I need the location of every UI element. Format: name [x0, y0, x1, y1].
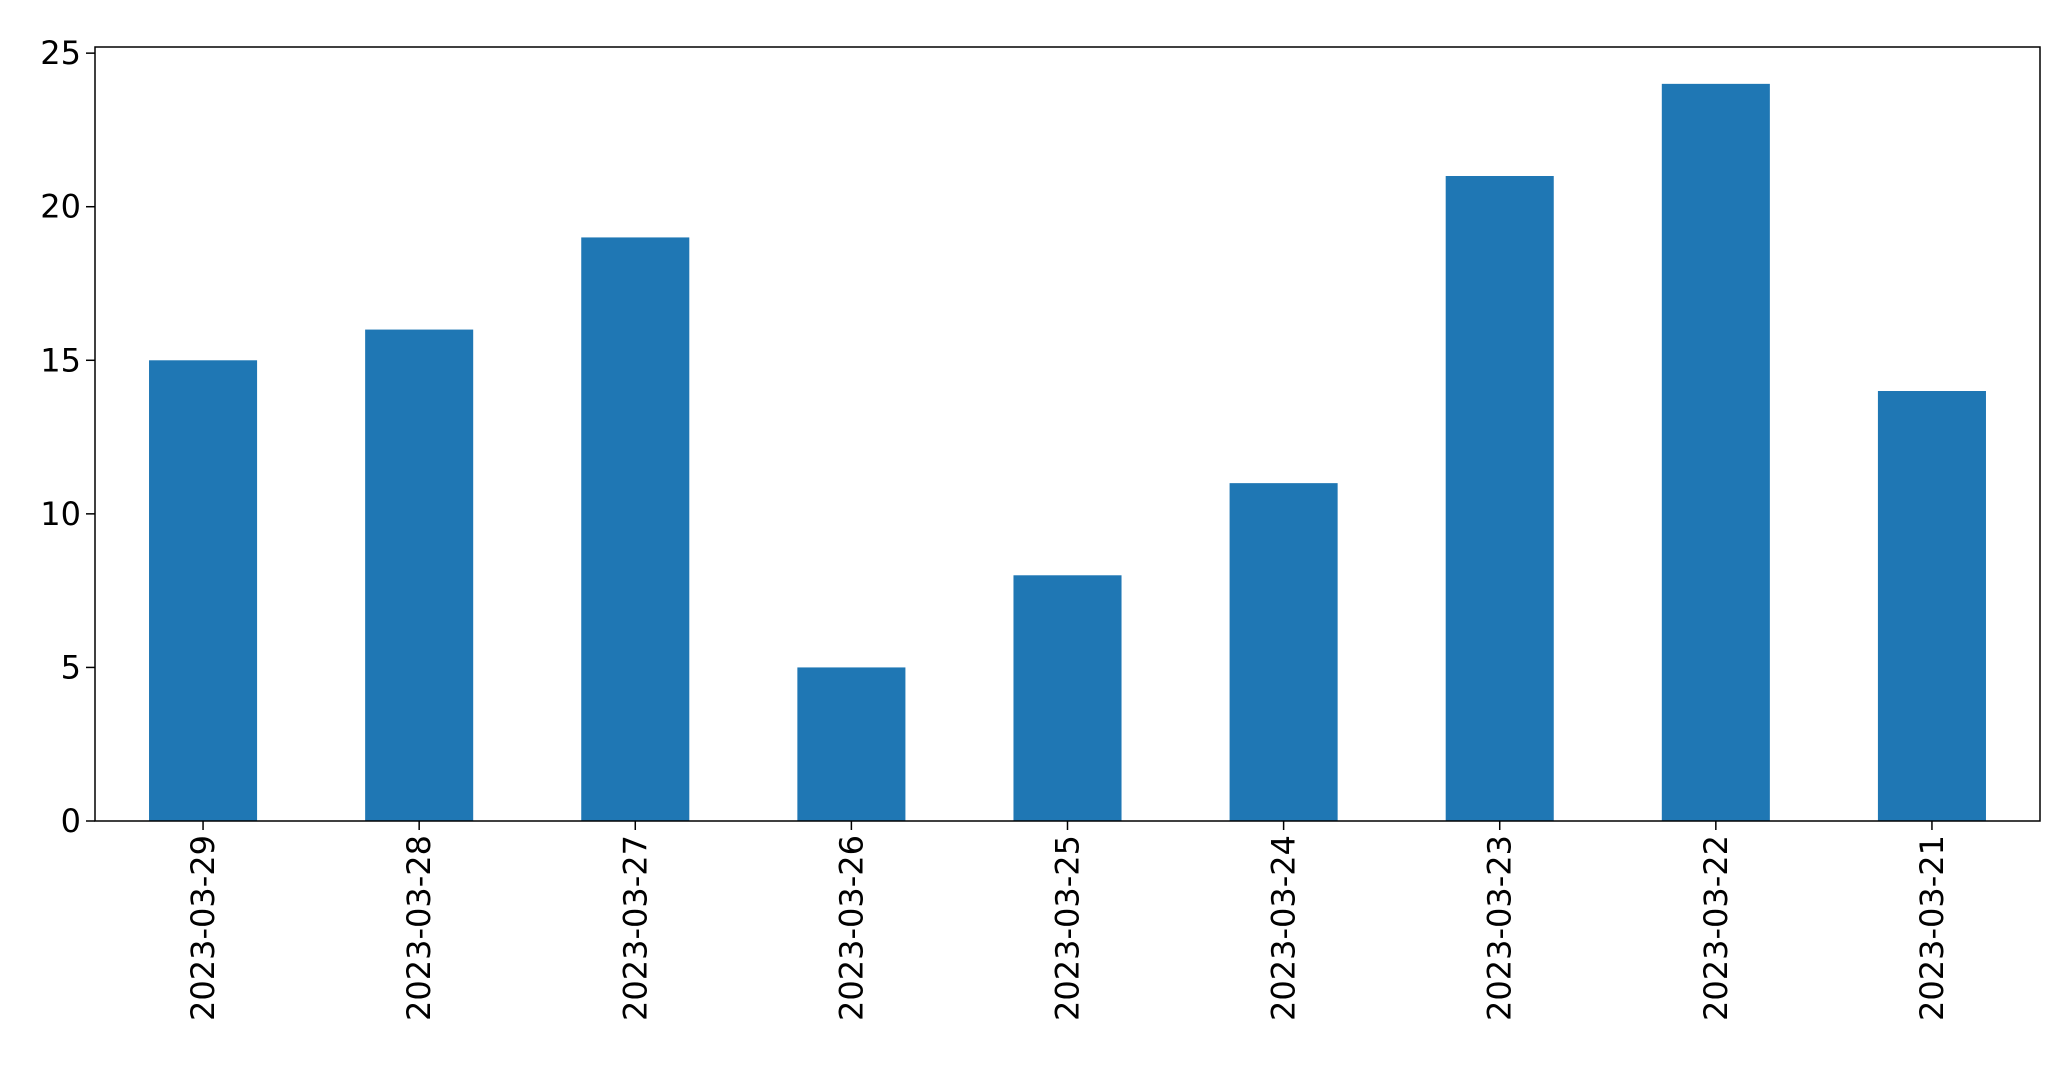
bars-layer [149, 83, 1986, 822]
y-axis: 0 5 10 15 20 25 [40, 34, 95, 840]
x-tick-label: 2023-03-24 [1265, 835, 1303, 1021]
y-tick-label: 5 [61, 648, 81, 686]
bar-2023-03-25 [1013, 575, 1122, 821]
x-tick-label: 2023-03-29 [184, 835, 222, 1021]
bar-2023-03-23 [1445, 176, 1554, 821]
bar-2023-03-21 [1877, 391, 1986, 821]
x-tick-label: 2023-03-27 [616, 835, 654, 1021]
bar-2023-03-22 [1661, 83, 1770, 822]
bar-2023-03-24 [1229, 483, 1338, 821]
x-axis: 2023-03-29 2023-03-28 2023-03-27 2023-03-26… [184, 821, 1951, 1021]
x-tick-label: 2023-03-28 [400, 835, 438, 1021]
y-tick-label: 20 [40, 188, 81, 226]
bar-2023-03-28 [365, 329, 474, 821]
x-tick-label: 2023-03-21 [1913, 835, 1951, 1021]
x-tick-label: 2023-03-22 [1697, 835, 1735, 1021]
x-tick-label: 2023-03-25 [1049, 835, 1087, 1021]
x-tick-label: 2023-03-26 [832, 835, 870, 1021]
y-tick-label: 0 [61, 802, 81, 840]
bar-2023-03-27 [581, 237, 690, 821]
bar-2023-03-26 [797, 667, 906, 821]
y-tick-label: 10 [40, 495, 81, 533]
bar-2023-03-29 [149, 360, 258, 821]
x-tick-label: 2023-03-23 [1481, 835, 1519, 1021]
y-tick-label: 15 [40, 341, 81, 379]
y-tick-label: 25 [40, 34, 81, 72]
